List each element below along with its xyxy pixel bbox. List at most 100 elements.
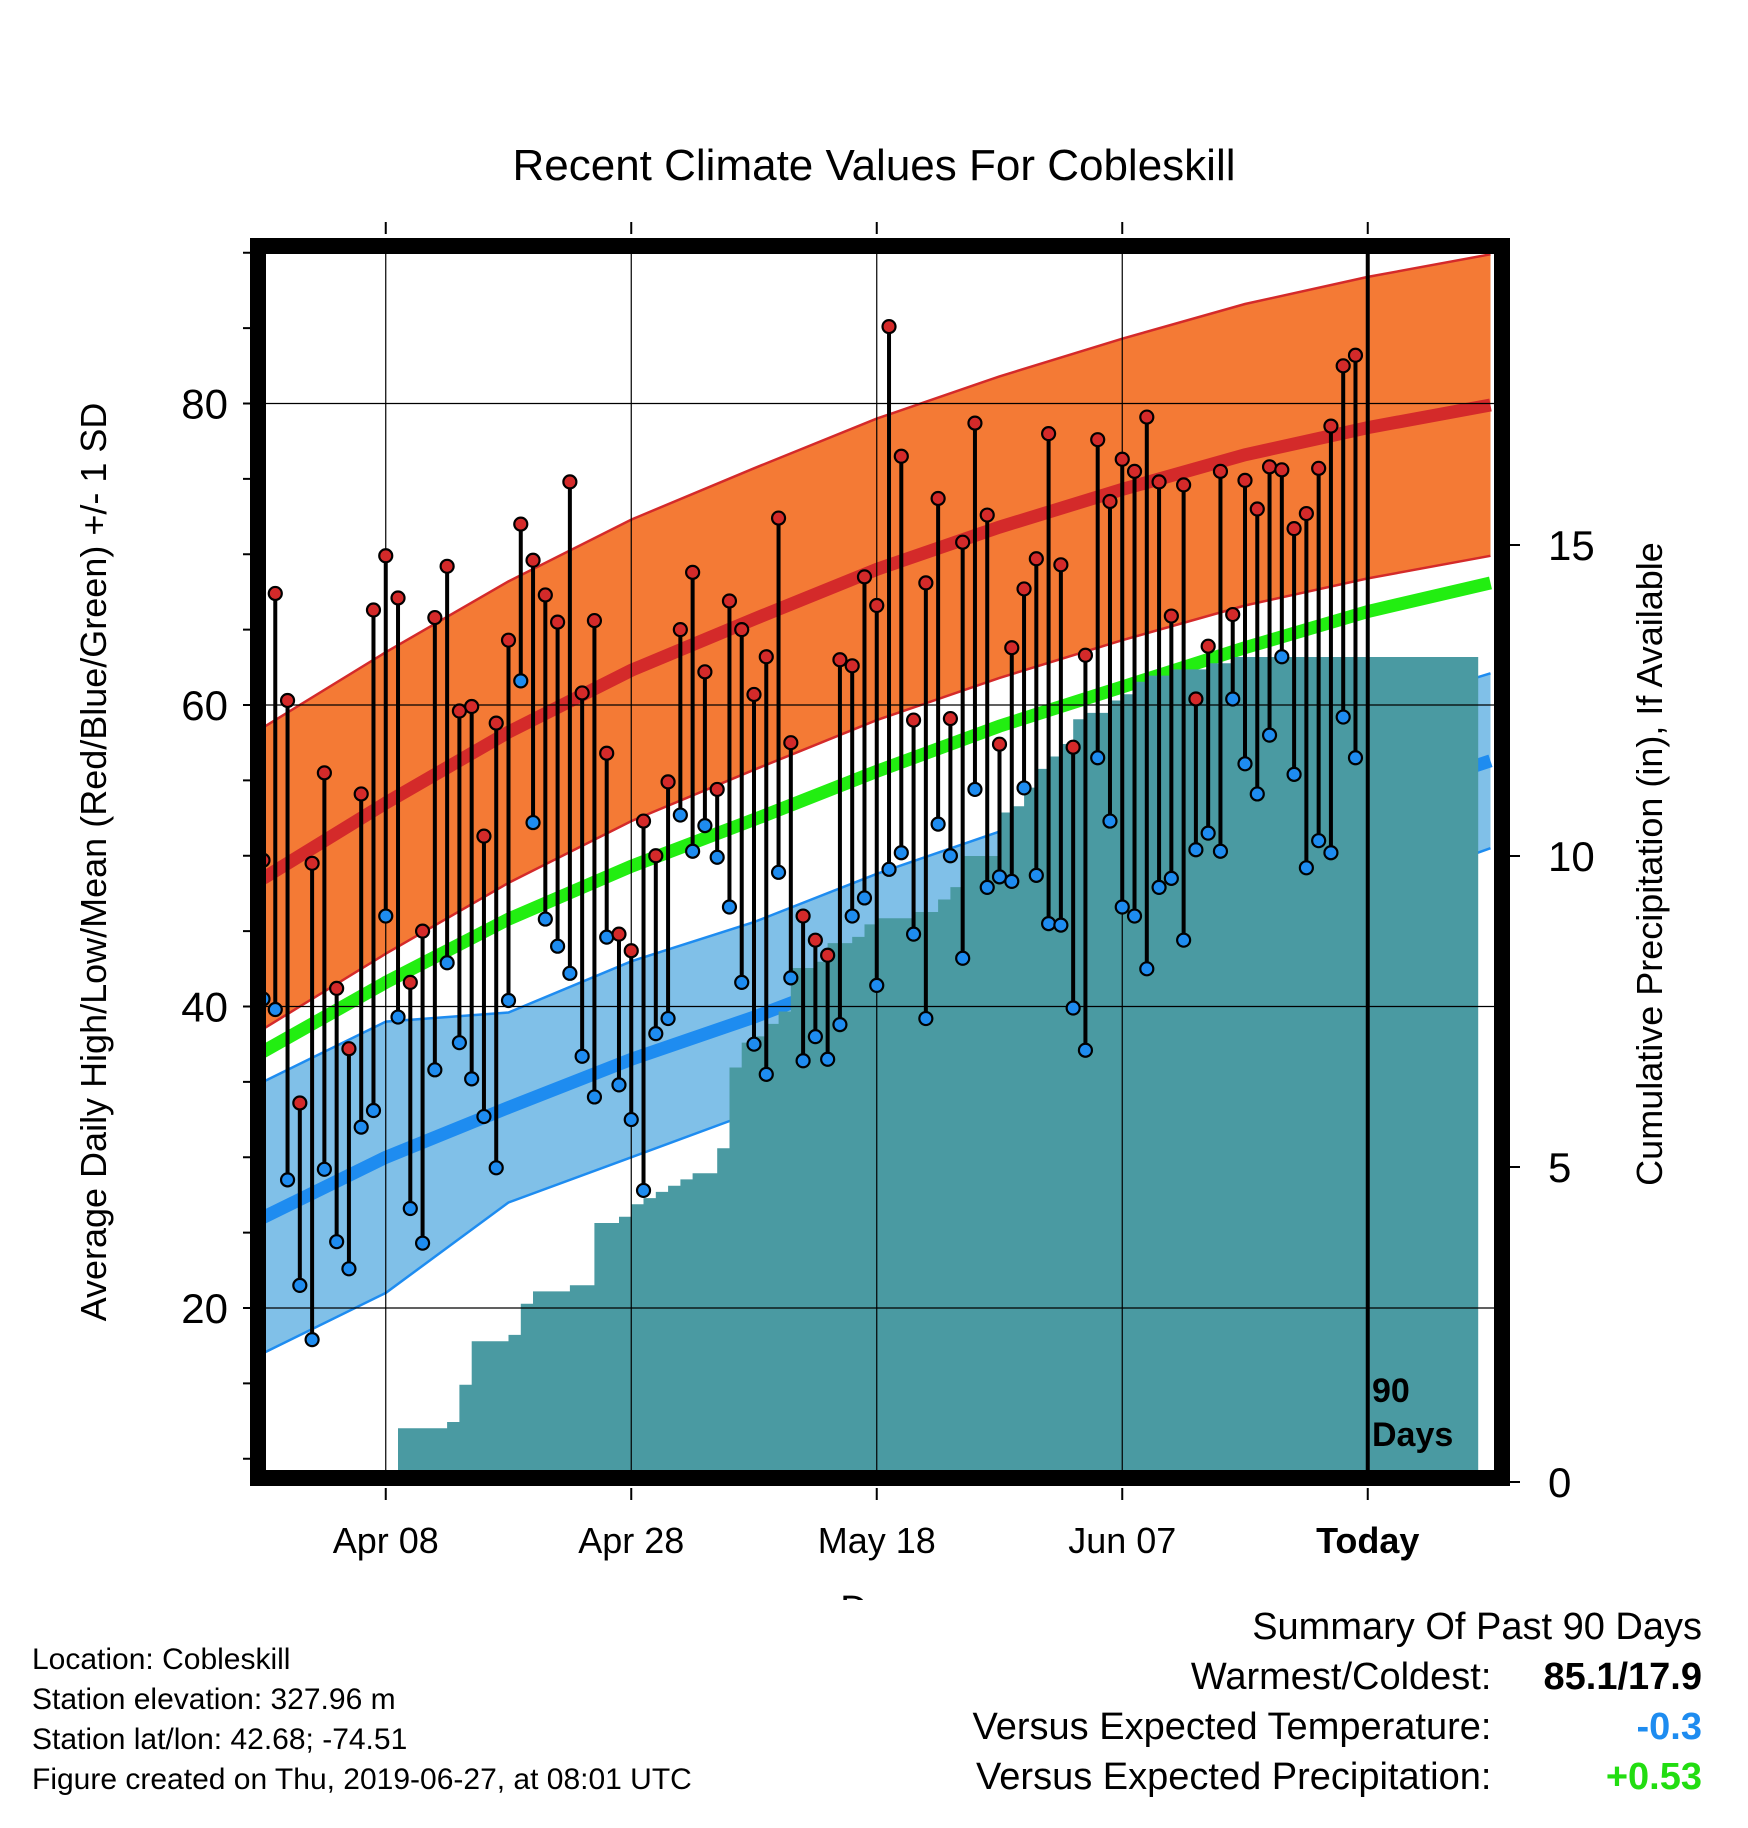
daily-high-marker: [1040, 426, 1057, 442]
daily-high-marker: [881, 319, 897, 335]
daily-low-marker: [893, 845, 909, 861]
daily-high-marker: [893, 448, 909, 464]
daily-low-marker: [365, 1102, 382, 1119]
daily-high-marker: [820, 947, 836, 963]
daily-low-marker: [1114, 899, 1130, 915]
plot-area: 90 Days 20 40 60 80 0 5 10 15 Apr 08 Apr 28 May 18 Ju…: [73, 222, 1670, 1600]
daily-low-marker: [979, 879, 995, 896]
daily-high-marker: [353, 786, 369, 802]
daily-low-marker: [1200, 825, 1216, 841]
daily-low-marker: [918, 1010, 934, 1027]
daily-high-marker: [500, 632, 517, 648]
temp-label: Versus Expected Temperature:: [972, 1706, 1492, 1748]
days-marker-label-bottom: Days: [1372, 1416, 1453, 1454]
daily-high-marker: [979, 507, 995, 523]
daily-low-marker: [1347, 750, 1364, 766]
daily-high-marker: [439, 558, 455, 574]
daily-low-marker: [623, 1111, 639, 1128]
daily-high-marker: [402, 974, 418, 990]
daily-low-marker: [378, 908, 394, 924]
daily-low-marker: [427, 1062, 443, 1078]
daily-low-marker: [1065, 1000, 1081, 1016]
daily-low-marker: [549, 938, 566, 954]
y-tick-label: 20: [181, 1285, 228, 1332]
daily-high-marker: [378, 548, 394, 564]
daily-low-marker: [1261, 727, 1278, 743]
daily-low-marker: [1163, 870, 1179, 886]
daily-low-marker: [341, 1261, 357, 1277]
daily-low-marker: [734, 974, 750, 990]
daily-low-marker: [770, 864, 787, 880]
daily-low-marker: [697, 817, 713, 834]
daily-low-marker: [1016, 780, 1032, 796]
daily-high-marker: [292, 1095, 308, 1111]
daily-high-marker: [930, 490, 946, 507]
climate-chart: Recent Climate Values For Cobleskill 90 D…: [73, 141, 1670, 1600]
daily-high-marker: [1065, 739, 1081, 755]
daily-low-marker: [574, 1048, 590, 1064]
daily-high-marker: [599, 745, 615, 761]
daily-low-marker: [1077, 1042, 1094, 1058]
daily-high-marker: [758, 649, 774, 665]
daily-low-marker: [1139, 961, 1155, 977]
daily-high-marker: [1016, 581, 1032, 597]
daily-high-marker: [672, 622, 688, 638]
y2-tick-label: 15: [1548, 522, 1595, 569]
daily-low-marker: [820, 1051, 836, 1067]
daily-low-marker: [353, 1119, 369, 1135]
daily-high-marker: [1102, 493, 1118, 510]
daily-high-marker: [329, 980, 345, 997]
daily-high-marker: [770, 510, 787, 526]
y2-axis-label: Cumulative Precipitation (in), If Availa…: [1629, 542, 1670, 1186]
daily-low-marker: [316, 1161, 332, 1177]
daily-low-marker: [329, 1234, 345, 1250]
daily-high-marker: [795, 908, 811, 924]
daily-low-marker: [1176, 932, 1192, 948]
daily-high-marker: [1323, 418, 1339, 434]
daily-high-marker: [451, 703, 467, 719]
days-marker-label-top: 90: [1372, 1372, 1410, 1410]
temp-row: Versus Expected Temperature: -0.3: [973, 1702, 1702, 1752]
daily-high-marker: [1298, 505, 1314, 522]
precip-area: [263, 657, 1479, 1478]
warm-cold-row: Warmest/Coldest: 85.1/17.9: [973, 1652, 1702, 1702]
precip-row: Versus Expected Precipitation: +0.53: [973, 1752, 1702, 1802]
daily-high-marker: [1114, 451, 1130, 467]
daily-high-marker: [316, 765, 332, 781]
daily-low-marker: [721, 899, 738, 915]
daily-high-marker: [586, 612, 603, 629]
daily-high-marker: [1139, 409, 1155, 425]
daily-low-marker: [1323, 845, 1339, 861]
daily-high-marker: [414, 923, 431, 939]
daily-high-marker: [734, 622, 750, 638]
daily-low-marker: [1151, 879, 1167, 896]
daily-low-marker: [685, 843, 701, 859]
daily-high-marker: [635, 813, 652, 829]
daily-high-marker: [1004, 640, 1020, 656]
latlon-text: Station lat/lon: 42.68; -74.51: [32, 1723, 408, 1756]
daily-high-marker: [1311, 460, 1327, 476]
daily-low-marker: [439, 955, 455, 971]
daily-low-marker: [1311, 833, 1327, 849]
daily-low-marker: [500, 992, 517, 1009]
precip-value: +0.53: [1605, 1756, 1702, 1798]
daily-high-marker: [1225, 606, 1241, 623]
daily-high-marker: [856, 569, 873, 585]
daily-low-marker: [672, 807, 688, 823]
chart-title: Recent Climate Values For Cobleskill: [512, 141, 1235, 190]
daily-high-marker: [390, 590, 406, 606]
daily-low-marker: [1286, 766, 1302, 782]
daily-low-marker: [611, 1077, 627, 1093]
daily-low-marker: [807, 1029, 823, 1045]
daily-high-marker: [660, 774, 676, 790]
daily-high-marker: [1077, 647, 1094, 663]
daily-high-marker: [1151, 474, 1167, 490]
daily-high-marker: [488, 715, 504, 731]
daily-low-marker: [1274, 649, 1290, 665]
daily-low-marker: [844, 908, 860, 924]
daily-low-marker: [586, 1089, 603, 1105]
warm-cold-label: Warmest/Coldest:: [1190, 1656, 1492, 1698]
precip-label: Versus Expected Precipitation:: [976, 1756, 1492, 1798]
daily-low-marker: [402, 1200, 418, 1217]
daily-high-marker: [697, 664, 713, 680]
